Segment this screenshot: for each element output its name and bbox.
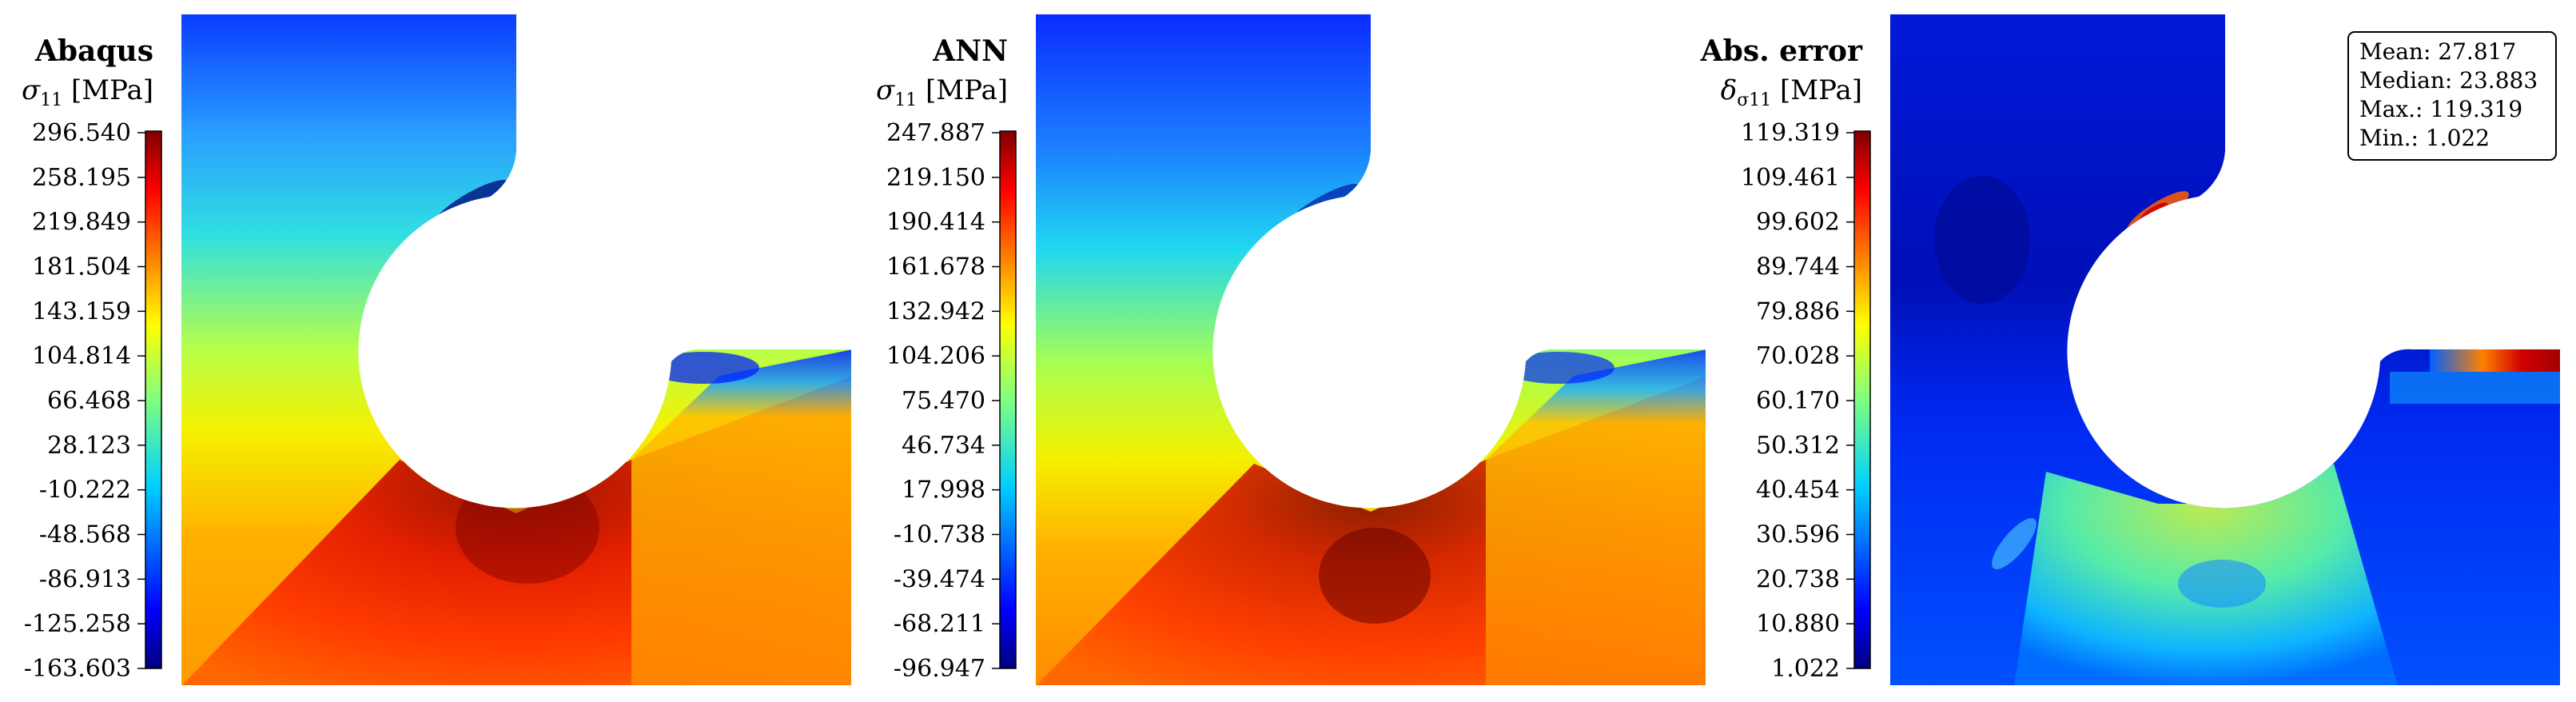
colorbar xyxy=(145,130,162,669)
colorbar-tick-label: 132.942 xyxy=(886,297,985,325)
colorbar-tick-label: -125.258 xyxy=(24,610,131,638)
colorbar-tick-label: 190.414 xyxy=(886,209,985,237)
colorbar-tick-label: 70.028 xyxy=(1756,342,1840,370)
colorbar-tick-label: 40.454 xyxy=(1756,477,1840,505)
colorbar-tick-label: 10.880 xyxy=(1756,610,1840,638)
colorbar-tick-label: 181.504 xyxy=(32,253,131,281)
colorbar xyxy=(1853,130,1871,669)
colorbar-tick-label: -68.211 xyxy=(894,610,985,638)
colorbar-tick-label: 99.602 xyxy=(1756,209,1840,237)
colorbar-ticks: 119.319 109.461 99.602 89.744 79.886 70.028 60… xyxy=(1741,119,1854,683)
stats-mean: Mean: 27.817 xyxy=(2359,38,2516,65)
colorbar-tick-label: 119.319 xyxy=(1741,119,1840,147)
colorbar-ticks: 296.540 258.195 219.849 181.504 143.159 104.8… xyxy=(24,119,145,683)
colorbar-tick-label: -39.474 xyxy=(894,565,985,593)
quantity-subscript: 11 xyxy=(894,90,917,110)
colorbar-tick-label: 104.814 xyxy=(32,342,131,370)
colorbar-tick-label: 66.468 xyxy=(47,387,131,415)
panel-title: Abs. error xyxy=(1700,34,1863,68)
unit-label: [MPa] xyxy=(71,74,153,106)
colorbar-tick-label: 28.123 xyxy=(47,432,131,460)
quantity-symbol: δ xyxy=(1721,74,1737,106)
panel-abs-error: Abs. error δσ11 [MPa] 119.319 109.461 99.6… xyxy=(1700,14,2560,685)
colorbar-tick-label: -86.913 xyxy=(39,565,131,593)
colorbar-tick-label: -10.222 xyxy=(39,477,131,505)
stress-contour-plot xyxy=(1036,14,1706,685)
colorbar-tick-label: 1.022 xyxy=(1771,655,1840,683)
colorbar xyxy=(999,130,1017,669)
panel-ann: ANN σ11 [MPa] 247.887 219.150 190.414 161.6… xyxy=(876,14,1706,685)
colorbar-tick-label: 219.150 xyxy=(886,164,985,192)
quantity-symbol: σ xyxy=(876,74,895,106)
colorbar-tick-label: 89.744 xyxy=(1756,253,1840,281)
colorbar-tick-label: 219.849 xyxy=(32,209,131,237)
colorbar-tick-label: 75.470 xyxy=(902,387,985,415)
colorbar-tick-label: -10.738 xyxy=(894,521,985,549)
colorbar-tick-label: 247.887 xyxy=(886,119,985,147)
colorbar-ticks: 247.887 219.150 190.414 161.678 132.942 104.2… xyxy=(886,119,1000,683)
panel-abaqus: Abaqus σ11 [MPa] 296.540 258.195 219.849 18… xyxy=(22,14,851,685)
colorbar-tick-label: 30.596 xyxy=(1756,521,1840,549)
colorbar-tick-label: 17.998 xyxy=(902,477,985,505)
stats-min: Min.: 1.022 xyxy=(2359,125,2490,151)
stats-box: Mean: 27.817 Median: 23.883 Max.: 119.31… xyxy=(2347,31,2557,161)
colorbar-tick-label: -96.947 xyxy=(894,655,985,683)
unit-label: [MPa] xyxy=(1780,74,1862,106)
quantity-subscript: σ11 xyxy=(1737,90,1771,110)
colorbar-tick-label: 79.886 xyxy=(1756,297,1840,325)
quantity-symbol: σ xyxy=(22,74,41,106)
quantity-label: δσ11 [MPa] xyxy=(1721,74,1862,110)
panel-title: ANN xyxy=(932,34,1008,68)
panel-title: Abaqus xyxy=(34,34,153,68)
colorbar-tick-label: 109.461 xyxy=(1741,164,1840,192)
quantity-label: σ11 [MPa] xyxy=(876,74,1008,110)
quantity-label: σ11 [MPa] xyxy=(22,74,153,110)
colorbar-tick-label: 104.206 xyxy=(886,342,985,370)
colorbar-tick-label: 60.170 xyxy=(1756,387,1840,415)
colorbar-tick-label: 296.540 xyxy=(32,119,131,147)
stats-median: Median: 23.883 xyxy=(2359,67,2538,94)
colorbar-tick-label: 258.195 xyxy=(32,164,131,192)
stress-contour-plot xyxy=(181,14,851,685)
colorbar-tick-label: 46.734 xyxy=(902,432,985,460)
colorbar-tick-label: 161.678 xyxy=(886,253,985,281)
colorbar-tick-label: 50.312 xyxy=(1756,432,1840,460)
colorbar-tick-label: -163.603 xyxy=(24,655,131,683)
colorbar-tick-label: 20.738 xyxy=(1756,565,1840,593)
colorbar-tick-label: -48.568 xyxy=(39,521,131,549)
unit-label: [MPa] xyxy=(926,74,1008,106)
quantity-subscript: 11 xyxy=(40,90,62,110)
stats-max: Max.: 119.319 xyxy=(2359,96,2522,122)
colorbar-tick-label: 143.159 xyxy=(32,297,131,325)
